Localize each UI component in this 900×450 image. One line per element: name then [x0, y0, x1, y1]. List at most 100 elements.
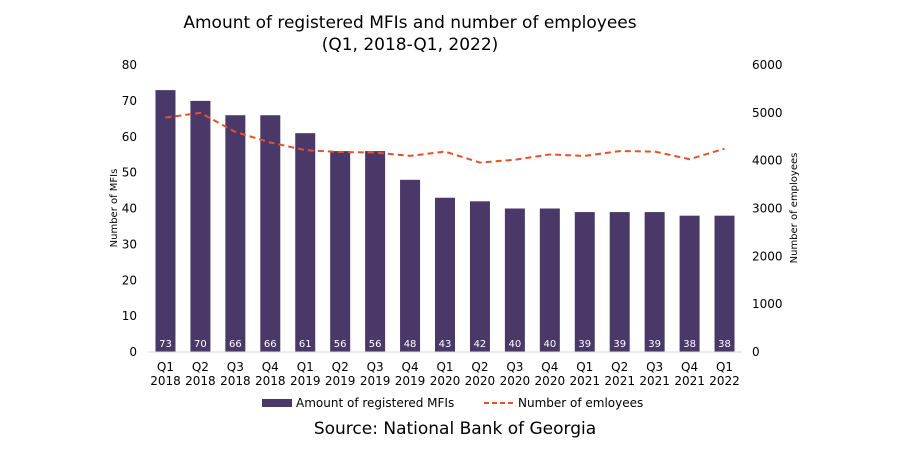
x-tick-year: 2018 [255, 374, 286, 388]
x-tick-quarter: Q4 [262, 360, 279, 374]
x-tick-year: 2020 [500, 374, 531, 388]
x-tick-quarter: Q2 [332, 360, 349, 374]
bar-labels-group: 73 70 66 66 61 56 56 48 43 42 40 40 39 39 39 38 38 [159, 339, 731, 350]
x-tick-year: 2019 [290, 374, 321, 388]
x-tick-year: 2018 [150, 374, 181, 388]
right-axis-label: Number of employees [789, 153, 800, 264]
left-axis-ticks: 0 10 20 30 40 50 60 70 80 [122, 58, 137, 359]
bar-mfis [295, 133, 316, 352]
bar-mfis [539, 208, 560, 352]
bar-value-label: 38 [718, 339, 731, 350]
bar-value-label: 43 [439, 339, 452, 350]
x-tick-year: 2020 [465, 374, 496, 388]
x-tick-quarter: Q4 [402, 360, 419, 374]
bar-mfis [365, 151, 386, 352]
left-tick-label: 30 [122, 237, 137, 251]
source-note: Source: National Bank of Georgia [314, 419, 596, 439]
x-tick-year: 2021 [569, 374, 600, 388]
bar-mfis [225, 115, 246, 352]
bar-value-label: 39 [648, 339, 661, 350]
left-tick-label: 60 [122, 130, 137, 144]
bar-mfis [574, 212, 595, 352]
bar-value-label: 66 [264, 339, 277, 350]
x-tick-year: 2018 [185, 374, 216, 388]
legend-label-employees: Number of emloyees [518, 396, 643, 410]
left-tick-label: 10 [122, 309, 137, 323]
bar-mfis [190, 100, 211, 352]
x-tick-quarter: Q4 [541, 360, 558, 374]
bar-value-label: 66 [229, 339, 242, 350]
left-tick-label: 0 [129, 345, 137, 359]
right-tick-label: 4000 [752, 154, 783, 168]
x-tick-year: 2021 [674, 374, 705, 388]
bar-value-label: 40 [509, 339, 522, 350]
bar-value-label: 39 [578, 339, 591, 350]
x-tick-quarter: Q1 [576, 360, 593, 374]
left-tick-label: 20 [122, 273, 137, 287]
right-tick-label: 3000 [752, 202, 783, 216]
right-tick-label: 5000 [752, 106, 783, 120]
x-tick-year: 2021 [604, 374, 635, 388]
bar-mfis [155, 90, 176, 353]
x-tick-quarter: Q3 [367, 360, 384, 374]
bar-mfis [469, 201, 490, 352]
bars-group [155, 90, 735, 353]
bar-mfis [644, 212, 665, 352]
x-axis-ticks: Q12018Q22018Q32018Q42018Q12019Q22019Q320… [150, 360, 740, 388]
bar-mfis [400, 179, 421, 352]
x-tick-quarter: Q1 [716, 360, 733, 374]
employees-line [165, 111, 725, 164]
x-tick-year: 2021 [639, 374, 670, 388]
right-axis-ticks: 0 1000 2000 3000 4000 5000 6000 [752, 58, 783, 359]
bar-value-label: 40 [543, 339, 556, 350]
legend: Amount of registered MFIs Number of emlo… [262, 396, 643, 410]
x-tick-quarter: Q2 [192, 360, 209, 374]
bar-value-label: 38 [683, 339, 696, 350]
bar-mfis [260, 115, 281, 352]
bar-mfis [435, 197, 455, 352]
bar-value-label: 70 [194, 339, 207, 350]
bar-mfis [679, 215, 700, 352]
x-tick-quarter: Q3 [646, 360, 663, 374]
bar-value-label: 73 [159, 339, 172, 350]
left-tick-label: 80 [122, 58, 137, 72]
legend-swatch-mfis [262, 399, 292, 407]
right-tick-label: 0 [752, 345, 760, 359]
x-tick-year: 2020 [430, 374, 461, 388]
x-tick-quarter: Q1 [157, 360, 174, 374]
x-tick-quarter: Q4 [681, 360, 698, 374]
bar-mfis [714, 215, 735, 352]
x-tick-quarter: Q2 [611, 360, 628, 374]
chart-subtitle: (Q1, 2018-Q1, 2022) [322, 35, 499, 55]
right-tick-label: 1000 [752, 297, 783, 311]
x-tick-year: 2022 [709, 374, 740, 388]
legend-label-mfis: Amount of registered MFIs [296, 396, 454, 410]
bar-mfis [504, 208, 525, 352]
chart-title: Amount of registered MFIs and number of … [183, 13, 636, 33]
bar-value-label: 48 [404, 339, 417, 350]
bar-value-label: 61 [299, 339, 312, 350]
bar-value-label: 39 [613, 339, 626, 350]
left-tick-label: 50 [122, 166, 137, 180]
left-tick-label: 40 [122, 202, 137, 216]
x-tick-year: 2019 [360, 374, 391, 388]
left-axis-label: Number of MFIs [109, 169, 120, 248]
x-tick-quarter: Q3 [227, 360, 244, 374]
bar-value-label: 42 [474, 339, 487, 350]
x-tick-quarter: Q2 [471, 360, 488, 374]
bar-mfis [609, 212, 630, 352]
bar-value-label: 56 [334, 339, 347, 350]
right-tick-label: 6000 [752, 58, 783, 72]
bar-mfis [330, 151, 351, 352]
employees-line-group [165, 111, 725, 164]
left-tick-label: 70 [122, 94, 137, 108]
x-tick-year: 2018 [220, 374, 251, 388]
right-tick-label: 2000 [752, 249, 783, 263]
x-tick-quarter: Q1 [436, 360, 453, 374]
x-tick-year: 2019 [325, 374, 356, 388]
x-tick-quarter: Q1 [297, 360, 314, 374]
bar-value-label: 56 [369, 339, 382, 350]
x-tick-quarter: Q3 [506, 360, 523, 374]
x-tick-year: 2019 [395, 374, 426, 388]
